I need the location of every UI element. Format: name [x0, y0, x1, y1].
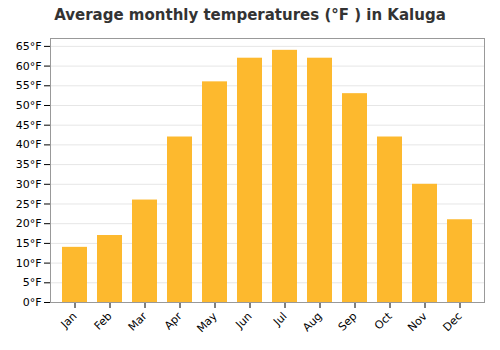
svg-text:0°F: 0°F	[23, 296, 42, 309]
svg-text:Jun: Jun	[233, 310, 255, 332]
svg-text:45°F: 45°F	[16, 119, 42, 132]
svg-text:Dec: Dec	[440, 310, 464, 334]
svg-text:Nov: Nov	[405, 309, 430, 334]
svg-text:55°F: 55°F	[16, 79, 42, 92]
svg-text:50°F: 50°F	[16, 99, 42, 112]
svg-text:Feb: Feb	[92, 310, 115, 333]
html-text:Average monthly temperatures (: Average monthly temperatures (°F ) in Ka…	[54, 6, 446, 24]
svg-text:40°F: 40°F	[16, 138, 42, 151]
svg-text:Apr: Apr	[162, 309, 185, 332]
svg-text:May: May	[194, 309, 220, 335]
svg-text:65°F: 65°F	[16, 40, 42, 53]
svg-text:10°F: 10°F	[16, 257, 42, 270]
svg-text:60°F: 60°F	[16, 60, 42, 73]
svg-text:15°F: 15°F	[16, 237, 42, 250]
svg-text:25°F: 25°F	[16, 198, 42, 211]
svg-text:Jan: Jan	[58, 310, 80, 332]
svg-text:35°F: 35°F	[16, 158, 42, 171]
svg-text:Mar: Mar	[126, 309, 150, 333]
svg-text:Sep: Sep	[336, 310, 360, 334]
svg-text:Aug: Aug	[300, 310, 324, 334]
svg-text:20°F: 20°F	[16, 217, 42, 230]
svg-text:Jul: Jul	[270, 310, 289, 329]
svg-text:Oct: Oct	[372, 309, 395, 332]
svg-text:5°F: 5°F	[23, 276, 42, 289]
svg-text:30°F: 30°F	[16, 178, 42, 191]
